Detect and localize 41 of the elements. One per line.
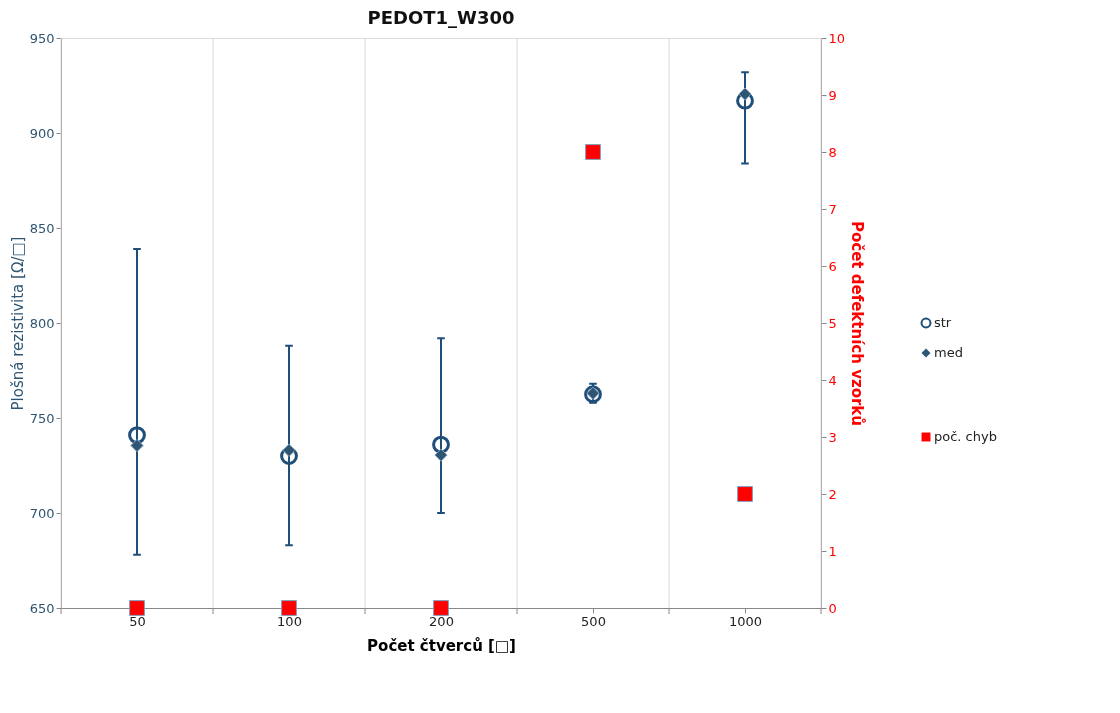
- y-tick-label: 800: [29, 315, 55, 331]
- legend-label: poč. chyb: [934, 429, 997, 444]
- x-axis-title: Počet čtverců [□]: [367, 636, 516, 655]
- y2-tick-label: 6: [828, 258, 837, 274]
- x-tick-label: 200: [429, 613, 454, 629]
- point: [737, 486, 753, 502]
- y2-tick-label: 9: [828, 87, 837, 103]
- point: [281, 600, 297, 616]
- y-axis-title: Plošná rezistivita [Ω/□]: [8, 236, 27, 411]
- y2-tick-label: 3: [828, 429, 837, 445]
- y2-tick-label: 7: [828, 201, 837, 217]
- x-tick-label: 500: [581, 613, 606, 629]
- y2-axis-title: Počet defektních vzorků: [848, 221, 867, 426]
- y2-tick-label: 8: [828, 144, 837, 160]
- point: [130, 438, 144, 453]
- x-tick-label: 50: [129, 613, 146, 629]
- point: [434, 448, 448, 462]
- point: [433, 600, 449, 616]
- y2-tick-label: 5: [828, 315, 837, 331]
- y-tick-label: 750: [29, 410, 55, 426]
- x-tick-label: 1000: [728, 613, 763, 629]
- chart-title: PEDOT1_W300: [367, 7, 515, 28]
- point: [585, 144, 601, 160]
- point: [128, 426, 146, 444]
- y2-tick-label: 2: [828, 486, 837, 502]
- y2-tick-label: 1: [828, 543, 837, 559]
- y-tick-label: 700: [29, 505, 55, 521]
- point: [129, 600, 145, 616]
- y-tick-label: 650: [29, 600, 55, 616]
- y-tick-label: 850: [29, 220, 55, 236]
- point: [432, 435, 450, 454]
- y2-tick-label: 4: [828, 372, 837, 388]
- y-tick-label: 900: [29, 125, 55, 141]
- legend-label: str: [934, 315, 952, 330]
- legend-label: med: [934, 345, 963, 360]
- point: [282, 443, 296, 457]
- point: [738, 87, 752, 101]
- x-tick-label: 100: [277, 613, 302, 629]
- y2-tick-label: 10: [828, 30, 846, 46]
- y2-tick-label: 0: [828, 600, 837, 616]
- y-tick-label: 950: [29, 30, 55, 46]
